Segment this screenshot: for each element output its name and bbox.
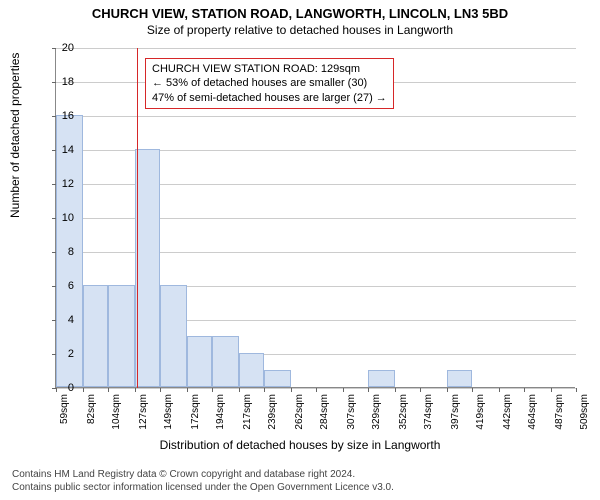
grid-line (56, 116, 576, 117)
xtick-mark (264, 388, 265, 392)
xtick-mark (212, 388, 213, 392)
xtick-mark (316, 388, 317, 392)
xtick-label: 464sqm (527, 394, 538, 434)
histogram-bar (160, 285, 187, 387)
ytick-label: 20 (62, 42, 74, 54)
xtick-label: 239sqm (267, 394, 278, 434)
xtick-mark (551, 388, 552, 392)
footer-line2: Contains public sector information licen… (12, 481, 588, 494)
xtick-label: 352sqm (398, 394, 409, 434)
footer-line1: Contains HM Land Registry data © Crown c… (12, 468, 588, 481)
grid-line (56, 48, 576, 49)
xtick-mark (187, 388, 188, 392)
chart-title: CHURCH VIEW, STATION ROAD, LANGWORTH, LI… (0, 0, 600, 21)
xtick-mark (447, 388, 448, 392)
ytick-label: 2 (68, 348, 74, 360)
xtick-label: 104sqm (111, 394, 122, 434)
xtick-mark (343, 388, 344, 392)
xtick-label: 127sqm (138, 394, 149, 434)
ytick-label: 12 (62, 178, 74, 190)
xtick-label: 194sqm (215, 394, 226, 434)
xtick-label: 419sqm (475, 394, 486, 434)
xtick-label: 172sqm (190, 394, 201, 434)
xtick-mark (83, 388, 84, 392)
xtick-label: 442sqm (502, 394, 513, 434)
xtick-mark (472, 388, 473, 392)
xtick-label: 329sqm (371, 394, 382, 434)
ytick-label: 10 (62, 212, 74, 224)
ytick-mark (52, 48, 56, 49)
xtick-mark (499, 388, 500, 392)
xtick-label: 284sqm (319, 394, 330, 434)
y-axis-label: Number of detached properties (8, 53, 22, 218)
xtick-label: 509sqm (579, 394, 590, 434)
xtick-label: 307sqm (346, 394, 357, 434)
histogram-bar (108, 285, 135, 387)
histogram-bar (264, 370, 291, 387)
ytick-label: 6 (68, 280, 74, 292)
xtick-label: 374sqm (423, 394, 434, 434)
xtick-mark (420, 388, 421, 392)
annotation-line2: ← 53% of detached houses are smaller (30… (152, 76, 387, 90)
xtick-label: 217sqm (242, 394, 253, 434)
xtick-mark (576, 388, 577, 392)
ytick-label: 0 (68, 382, 74, 394)
chart-subtitle: Size of property relative to detached ho… (0, 21, 600, 37)
xtick-mark (395, 388, 396, 392)
xtick-mark (368, 388, 369, 392)
histogram-bar (212, 336, 239, 387)
chart-area: CHURCH VIEW STATION ROAD: 129sqm ← 53% o… (55, 48, 575, 388)
ytick-label: 16 (62, 110, 74, 122)
xtick-mark (160, 388, 161, 392)
xtick-label: 262sqm (294, 394, 305, 434)
annotation-box: CHURCH VIEW STATION ROAD: 129sqm ← 53% o… (145, 58, 394, 109)
annotation-line1: CHURCH VIEW STATION ROAD: 129sqm (152, 62, 387, 76)
xtick-label: 59sqm (59, 394, 70, 434)
ytick-label: 14 (62, 144, 74, 156)
histogram-bar (239, 353, 264, 387)
xtick-mark (291, 388, 292, 392)
x-axis-label: Distribution of detached houses by size … (0, 438, 600, 452)
xtick-mark (56, 388, 57, 392)
histogram-bar (368, 370, 395, 387)
xtick-mark (135, 388, 136, 392)
xtick-mark (239, 388, 240, 392)
ytick-label: 18 (62, 76, 74, 88)
xtick-label: 82sqm (86, 394, 97, 434)
annotation-line3: 47% of semi-detached houses are larger (… (152, 91, 387, 105)
ytick-label: 8 (68, 246, 74, 258)
histogram-bar (187, 336, 212, 387)
xtick-label: 487sqm (554, 394, 565, 434)
histogram-bar (447, 370, 472, 387)
footer-text: Contains HM Land Registry data © Crown c… (12, 468, 588, 494)
histogram-bar (83, 285, 108, 387)
xtick-mark (524, 388, 525, 392)
histogram-bar (135, 149, 160, 387)
marker-line (137, 48, 138, 388)
xtick-label: 149sqm (163, 394, 174, 434)
xtick-label: 397sqm (450, 394, 461, 434)
ytick-label: 4 (68, 314, 74, 326)
xtick-mark (108, 388, 109, 392)
ytick-mark (52, 82, 56, 83)
